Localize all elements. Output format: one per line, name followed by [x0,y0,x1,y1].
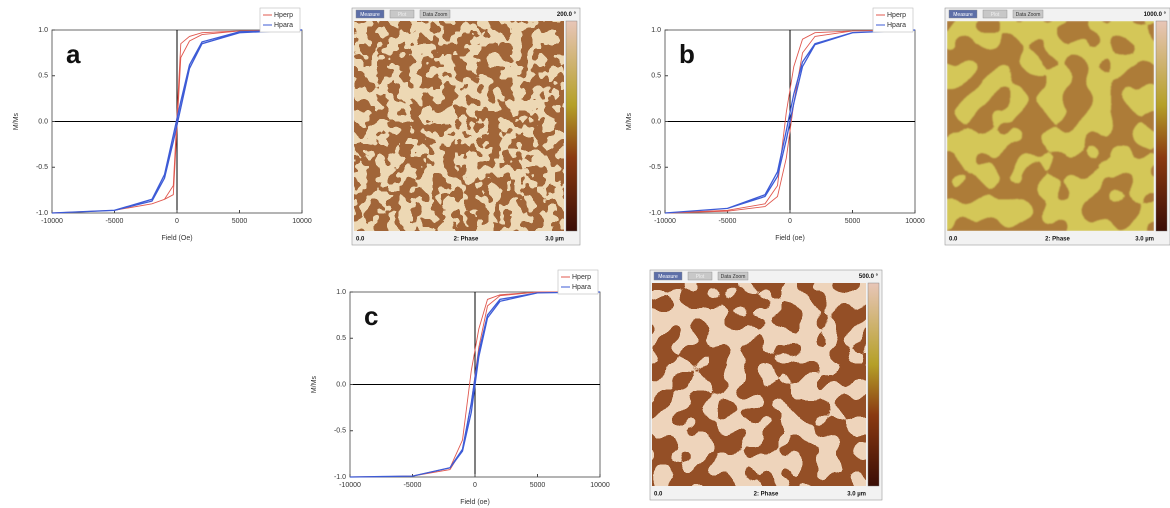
scale-label: 1000.0 ° [1144,12,1167,18]
toolbar-button[interactable] [948,9,978,19]
footer-label: 0.0 [654,492,663,498]
x-tick-label: 10000 [590,482,610,489]
toolbar-button[interactable] [653,271,683,281]
y-tick-label: -0.5 [334,428,346,435]
y-tick-label: 0.0 [336,381,346,388]
panel-letter: a [66,39,81,69]
x-tick-label: 5000 [232,218,248,225]
y-axis-label: M/Ms [13,112,20,130]
y-tick-label: 1.0 [38,27,48,34]
legend-label: Hpara [274,22,293,29]
color-bar [565,20,578,232]
y-tick-label: -1.0 [36,210,48,217]
x-tick-label: -5000 [106,218,124,225]
toolbar-button-label: Measure [953,12,973,18]
mfm-image [947,21,1154,231]
hysteresis-curve [349,291,601,478]
x-tick-label: 0 [473,482,477,489]
footer-label: 3.0 µm [545,237,564,243]
x-tick-label: 0 [788,218,792,225]
x-axis-label: Field (Oe) [161,235,192,242]
x-tick-label: -10000 [654,218,676,225]
toolbar-button[interactable] [687,271,713,281]
x-tick-label: -5000 [719,218,737,225]
toolbar-button-label: Plot [696,274,705,280]
mfm-panel: Measure Plot Data Zoom 1000.0 ° 0.0 2: Phase 3… [944,7,1170,246]
y-axis-label: M/Ms [626,112,633,130]
y-tick-label: -0.5 [36,164,48,171]
legend-label: Hperp [572,274,591,281]
toolbar-button-label: Plot [398,12,407,18]
y-tick-label: 0.0 [38,118,48,125]
toolbar-button[interactable] [389,9,415,19]
toolbar-button-label: Data Zoom [423,12,448,18]
x-tick-label: -10000 [41,218,63,225]
mfm-image [354,21,564,231]
y-tick-label: 0.5 [651,73,661,80]
color-bar [1155,20,1168,232]
toolbar-button-label: Data Zoom [721,274,746,280]
x-tick-label: 10000 [905,218,925,225]
toolbar-button-label: Measure [360,12,380,18]
y-tick-label: -1.0 [649,210,661,217]
toolbar-button[interactable] [717,271,749,281]
color-bar [867,282,880,487]
legend-box [557,269,599,295]
y-tick-label: 0.0 [651,118,661,125]
legend-label: Hpara [572,284,591,291]
toolbar-button[interactable] [419,9,451,19]
scale-label: 500.0 ° [859,274,879,280]
footer-label: 2: Phase [754,492,779,498]
legend-label: Hpara [887,22,906,29]
x-tick-label: 5000 [530,482,546,489]
mfm-image [652,283,866,486]
mfm-panel: Measure Plot Data Zoom 200.0 ° 0.0 2: Phase 3.… [351,7,581,246]
x-tick-label: 0 [175,218,179,225]
y-tick-label: 1.0 [336,289,346,296]
footer-label: 3.0 µm [847,492,866,498]
x-tick-label: -5000 [404,482,422,489]
hysteresis-curve [51,29,303,214]
toolbar-button[interactable] [355,9,385,19]
toolbar-button-label: Measure [658,274,678,280]
toolbar-button[interactable] [982,9,1008,19]
legend-box [259,7,301,33]
x-axis-label: Field (oe) [775,235,805,242]
y-tick-label: 1.0 [651,27,661,34]
scale-label: 200.0 ° [557,12,577,18]
y-tick-label: -1.0 [334,474,346,481]
toolbar-button-label: Plot [991,12,1000,18]
x-axis-label: Field (oe) [460,499,490,506]
x-tick-label: 5000 [845,218,861,225]
footer-label: 0.0 [949,237,958,243]
y-tick-label: 0.5 [336,335,346,342]
panel-letter: c [364,301,378,331]
x-tick-label: -10000 [339,482,361,489]
y-tick-label: -0.5 [649,164,661,171]
legend-box [872,7,914,33]
mfm-panel: Measure Plot Data Zoom 500.0 ° 0.0 2: Phase 3.… [649,269,883,501]
y-axis-label: M/Ms [311,375,318,393]
footer-label: 0.0 [356,237,365,243]
hysteresis-curve [664,29,916,214]
footer-label: 2: Phase [1045,237,1070,243]
toolbar-button-label: Data Zoom [1016,12,1041,18]
legend-label: Hperp [274,12,293,19]
y-tick-label: 0.5 [38,73,48,80]
panel-letter: b [679,39,695,69]
footer-label: 3.0 µm [1135,237,1154,243]
footer-label: 2: Phase [454,237,479,243]
x-tick-label: 10000 [292,218,312,225]
toolbar-button[interactable] [1012,9,1044,19]
legend-label: Hperp [887,12,906,19]
